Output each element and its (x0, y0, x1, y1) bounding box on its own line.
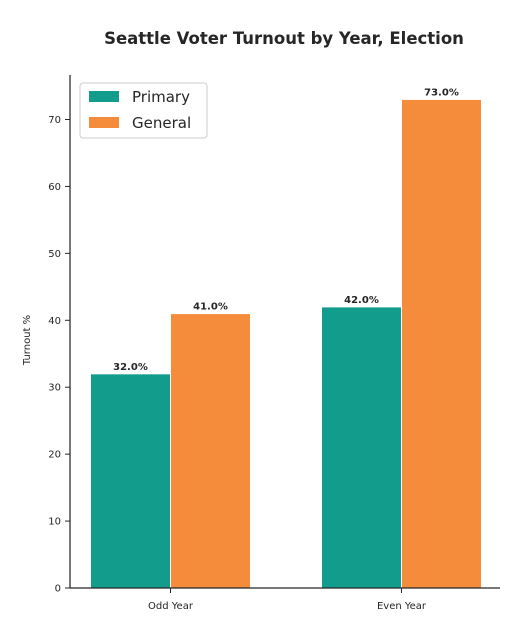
y-tick-label: 20 (48, 450, 61, 461)
bar-data-label: 42.0% (344, 295, 379, 306)
y-axis-ticks: 0 10 20 30 40 50 60 70 (48, 115, 70, 595)
x-axis: Odd Year Even Year (70, 587, 500, 612)
bar-general (170, 313, 251, 589)
bars: 32.0% 41.0% 42.0% 73.0% (90, 87, 482, 589)
y-tick-label: 30 (48, 383, 61, 394)
x-axis-ticks: Odd Year Even Year (148, 588, 427, 612)
y-tick-label: 0 (55, 584, 61, 595)
y-axis: 0 10 20 30 40 50 60 70 Turnout % (22, 75, 71, 595)
x-tick-label: Odd Year (148, 601, 194, 612)
y-tick-label: 50 (48, 249, 61, 260)
legend-label-primary: Primary (132, 88, 190, 106)
bar-primary (321, 306, 402, 589)
x-tick-label: Even Year (377, 601, 427, 612)
legend-label-general: General (132, 114, 191, 132)
legend-swatch-general (89, 117, 119, 128)
y-tick-label: 40 (48, 316, 61, 327)
y-tick-label: 10 (48, 517, 61, 528)
bar-data-label: 41.0% (193, 302, 228, 313)
y-tick-label: 70 (48, 115, 61, 126)
legend-swatch-primary (89, 91, 119, 102)
bar-data-label: 32.0% (113, 362, 148, 373)
bar-general (401, 98, 482, 589)
bar-primary (90, 373, 171, 589)
legend: Primary General (79, 82, 208, 139)
y-axis-label: Turnout % (22, 315, 33, 366)
chart-title: Seattle Voter Turnout by Year, Election (104, 29, 464, 48)
bar-data-label: 73.0% (424, 87, 459, 98)
y-tick-label: 60 (48, 182, 61, 193)
